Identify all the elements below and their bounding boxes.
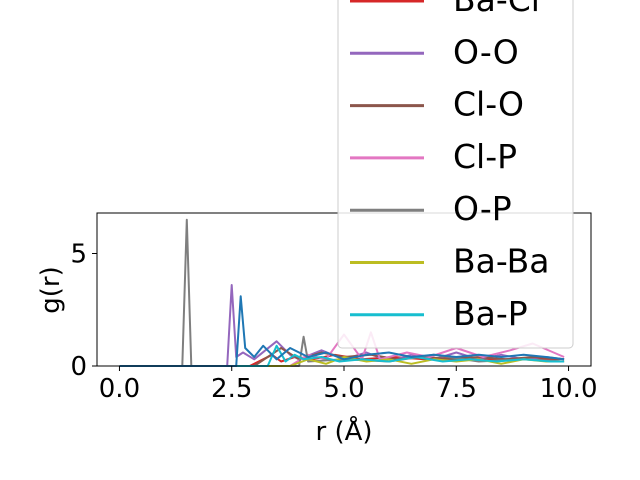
legend-label-cl-o: Cl-O [453, 85, 524, 124]
legend-frame [337, 0, 574, 349]
legend-label-cl-p: Cl-P [453, 137, 517, 176]
y-tick-label: 5 [70, 240, 87, 270]
tick-layer: 0.0 2.5 5.0 7.5 10.0 0 5 [70, 240, 597, 405]
y-tick-label: 0 [70, 352, 87, 382]
series-layer [119, 218, 565, 367]
legend-label-ba-cl: Ba-Cl [453, 0, 540, 19]
series-line-ba-p [119, 344, 565, 367]
x-tick-label: 10.0 [540, 374, 598, 404]
x-tick-label: 0.0 [99, 374, 140, 404]
x-tick-label: 2.5 [211, 374, 252, 404]
x-tick-label: 5.0 [323, 374, 364, 404]
x-tick-label: 7.5 [436, 374, 477, 404]
x-axis-label: r (Å) [315, 415, 372, 447]
legend: Ba-Cl O-O Cl-O Cl-P O-P Ba-Ba Ba-P [337, 0, 574, 349]
legend-label-o-o: O-O [453, 32, 519, 71]
legend-label-o-p: O-P [453, 189, 512, 228]
y-axis-label: g(r) [36, 266, 66, 313]
legend-label-ba-ba: Ba-Ba [453, 242, 549, 281]
legend-label-ba-p: Ba-P [453, 294, 528, 333]
series-line-unlabeled-7 [119, 295, 565, 367]
